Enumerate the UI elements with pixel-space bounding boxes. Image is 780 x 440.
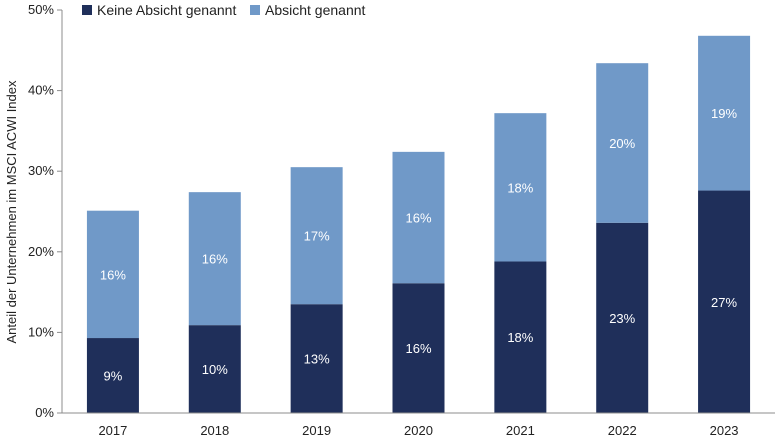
data-label: 23% xyxy=(609,311,635,326)
bar-segment-keine-absicht-2019 xyxy=(290,304,343,413)
bar-segment-absicht-2017 xyxy=(86,210,139,339)
bar-segment-absicht-2020 xyxy=(392,151,445,284)
data-label: 10% xyxy=(202,362,228,377)
bar-segment-keine-absicht-2022 xyxy=(596,222,649,413)
data-label: 18% xyxy=(507,330,533,345)
bar-segment-keine-absicht-2020 xyxy=(392,283,445,413)
x-tick-label: 2020 xyxy=(404,423,433,438)
legend: Keine Absicht genannt Absicht genannt xyxy=(82,2,366,18)
x-tick-label: 2021 xyxy=(506,423,535,438)
data-label: 13% xyxy=(304,352,330,367)
bars: 9% 16% 10% 16% 13% 17% 16% 16% 18% 18% 23% 20% 27% 19… xyxy=(86,35,751,413)
bar-segment-absicht-2021 xyxy=(494,113,547,262)
y-tick-label: 10% xyxy=(28,324,54,339)
y-tick-label: 40% xyxy=(28,83,54,98)
data-label: 20% xyxy=(609,136,635,151)
y-axis-title: Anteil der Unternehmen im MSCI ACWI Inde… xyxy=(4,80,19,343)
bar-segment-absicht-2023 xyxy=(698,35,751,191)
data-label: 16% xyxy=(202,252,228,267)
y-tick-label: 20% xyxy=(28,244,54,259)
data-label: 9% xyxy=(104,369,123,384)
x-tick-label: 2019 xyxy=(302,423,331,438)
data-label: 18% xyxy=(507,180,533,195)
legend-label: Absicht genannt xyxy=(265,2,366,18)
data-label: 16% xyxy=(100,267,126,282)
y-tick-label: 0% xyxy=(35,405,54,420)
x-axis: 2017 2018 2019 2020 2021 2022 2023 xyxy=(62,412,775,438)
y-tick-label: 30% xyxy=(28,163,54,178)
bar-segment-keine-absicht-2023 xyxy=(698,190,751,413)
legend-swatch xyxy=(82,5,92,15)
legend-label: Keine Absicht genannt xyxy=(97,2,236,18)
y-axis: 0% 10% 20% 30% 40% 50% xyxy=(28,2,63,420)
data-label: 19% xyxy=(711,106,737,121)
bar-segment-absicht-2019 xyxy=(290,167,343,305)
data-label: 27% xyxy=(711,295,737,310)
bar-segment-keine-absicht-2018 xyxy=(188,325,241,413)
x-tick-label: 2023 xyxy=(710,423,739,438)
bar-segment-keine-absicht-2017 xyxy=(86,338,139,413)
x-tick-label: 2022 xyxy=(608,423,637,438)
bar-segment-keine-absicht-2021 xyxy=(494,261,547,413)
x-tick-label: 2017 xyxy=(98,423,127,438)
bar-segment-absicht-2022 xyxy=(596,63,649,223)
data-label: 16% xyxy=(405,211,431,226)
y-tick-label: 50% xyxy=(28,2,54,17)
legend-swatch xyxy=(250,5,260,15)
x-tick-label: 2018 xyxy=(200,423,229,438)
data-label: 17% xyxy=(304,229,330,244)
bar-segment-absicht-2018 xyxy=(188,192,241,326)
data-label: 16% xyxy=(405,341,431,356)
